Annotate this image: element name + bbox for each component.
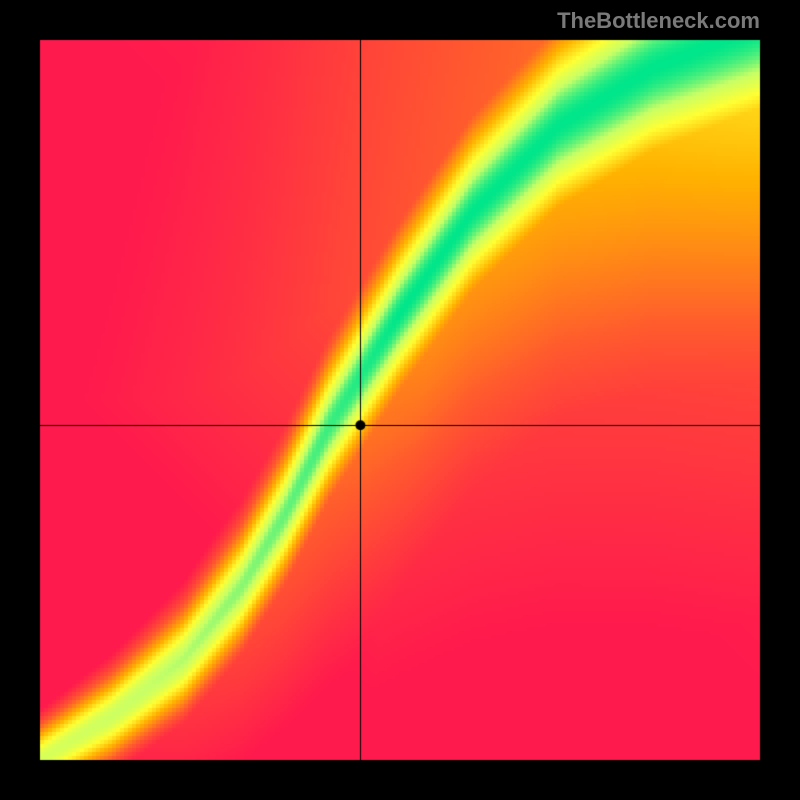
bottleneck-heatmap xyxy=(0,0,800,800)
watermark-label: TheBottleneck.com xyxy=(557,8,760,34)
chart-container: TheBottleneck.com xyxy=(0,0,800,800)
